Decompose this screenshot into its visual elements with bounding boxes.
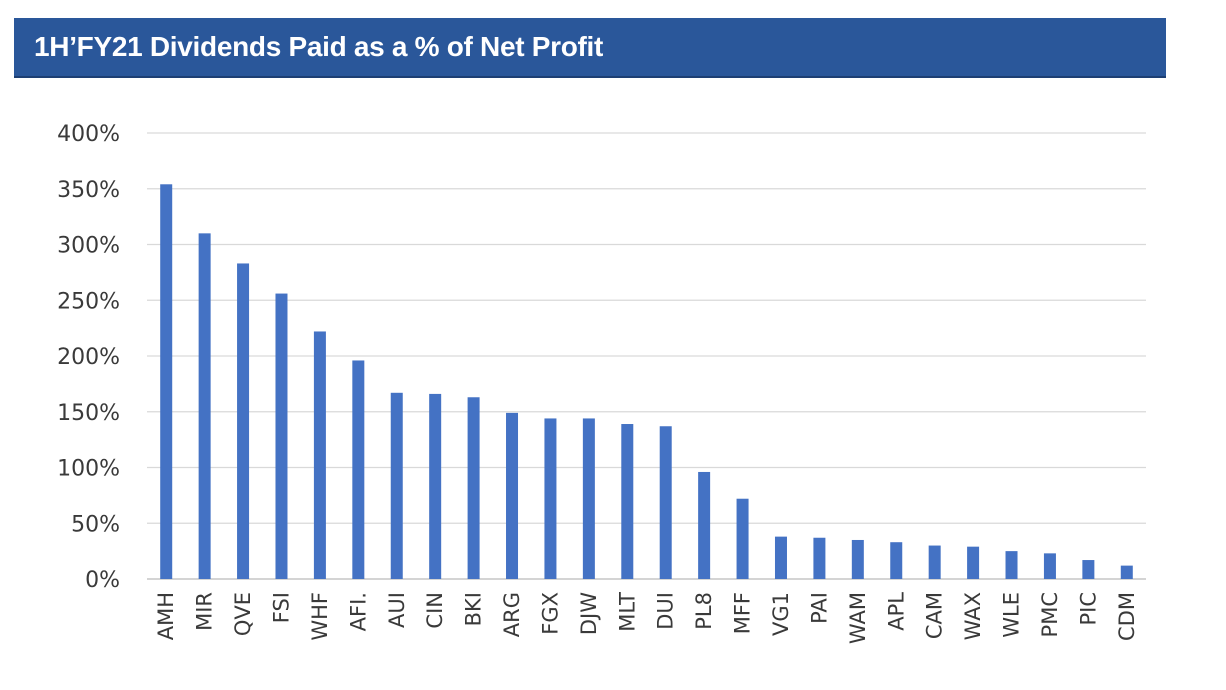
x-category-label: APL xyxy=(884,592,908,631)
bar-mff xyxy=(736,498,749,579)
bar-pai xyxy=(813,537,826,579)
x-category-label: PL8 xyxy=(692,592,716,630)
bar-cin xyxy=(429,393,442,579)
y-axis-ticks: 0% 50% 100% 150% 200% 250% 300% 350% 400% xyxy=(57,122,120,593)
x-category-label: WHF xyxy=(308,592,332,641)
x-category-label: VG1 xyxy=(769,592,793,636)
bar-bki xyxy=(467,397,480,579)
bar-wax xyxy=(967,546,980,579)
y-tick-label: 50% xyxy=(71,512,120,537)
x-category-label: FGX xyxy=(538,592,562,635)
x-category-label: PAI xyxy=(807,592,831,624)
x-category-label: MFF xyxy=(731,592,755,634)
y-tick-label: 0% xyxy=(85,568,120,593)
x-axis-labels: AMH MIR QVE FSI WHF AFI. AUI CIN BKI ARG FGX DJW MLT… xyxy=(154,592,1139,644)
bar-djw xyxy=(582,418,595,579)
bar-fsi xyxy=(275,293,288,579)
bar-cdm xyxy=(1120,565,1133,579)
x-category-label: QVE xyxy=(231,592,255,636)
bar-cam xyxy=(928,545,941,579)
x-category-label: AFI. xyxy=(346,592,370,631)
bar-qve xyxy=(237,263,250,579)
bar-pl8 xyxy=(698,471,711,579)
chart-title: 1H’FY21 Dividends Paid as a % of Net Pro… xyxy=(34,31,604,62)
y-tick-label: 100% xyxy=(57,457,120,482)
x-category-label: MLT xyxy=(615,592,639,632)
bar-mlt xyxy=(621,424,634,579)
x-category-label: MIR xyxy=(193,592,217,631)
y-tick-label: 350% xyxy=(57,178,120,203)
x-category-label: WAX xyxy=(961,592,985,640)
bar-vg1 xyxy=(774,536,787,579)
bar-wam xyxy=(851,539,864,579)
y-tick-label: 200% xyxy=(57,345,120,370)
bar-mir xyxy=(198,233,211,579)
bar-apl xyxy=(890,542,903,579)
y-tick-label: 300% xyxy=(57,234,120,259)
x-category-label: WAM xyxy=(846,592,870,644)
bar-aui xyxy=(390,392,403,579)
y-tick-label: 150% xyxy=(57,401,120,426)
bar-dui xyxy=(659,426,672,579)
x-category-label: CIN xyxy=(423,592,447,629)
bars xyxy=(160,184,1133,580)
x-category-label: FSI xyxy=(269,592,293,623)
x-category-label: ARG xyxy=(500,592,524,637)
x-category-label: DUI xyxy=(654,592,678,630)
x-category-label: PMC xyxy=(1038,592,1062,637)
x-category-label: CDM xyxy=(1115,592,1139,641)
bar-pic xyxy=(1082,560,1095,579)
bar-fgx xyxy=(544,418,557,579)
bar-amh xyxy=(160,184,173,580)
gridlines xyxy=(147,132,1146,580)
y-tick-label: 250% xyxy=(57,289,120,314)
bar-wle xyxy=(1005,551,1018,579)
bar-whf xyxy=(313,331,326,579)
x-category-label: CAM xyxy=(923,592,947,639)
x-category-label: AUI xyxy=(385,592,409,628)
x-category-label: PIC xyxy=(1076,592,1100,626)
chart-title-banner: 1H’FY21 Dividends Paid as a % of Net Pro… xyxy=(14,18,1166,78)
bar-afi xyxy=(352,360,365,579)
x-category-label: DJW xyxy=(577,592,601,635)
bar-arg xyxy=(506,412,519,579)
bar-pmc xyxy=(1043,553,1056,579)
x-category-label: BKI xyxy=(462,592,486,626)
x-category-label: WLE xyxy=(1000,592,1024,638)
y-tick-label: 400% xyxy=(57,122,120,147)
x-category-label: AMH xyxy=(154,592,178,640)
